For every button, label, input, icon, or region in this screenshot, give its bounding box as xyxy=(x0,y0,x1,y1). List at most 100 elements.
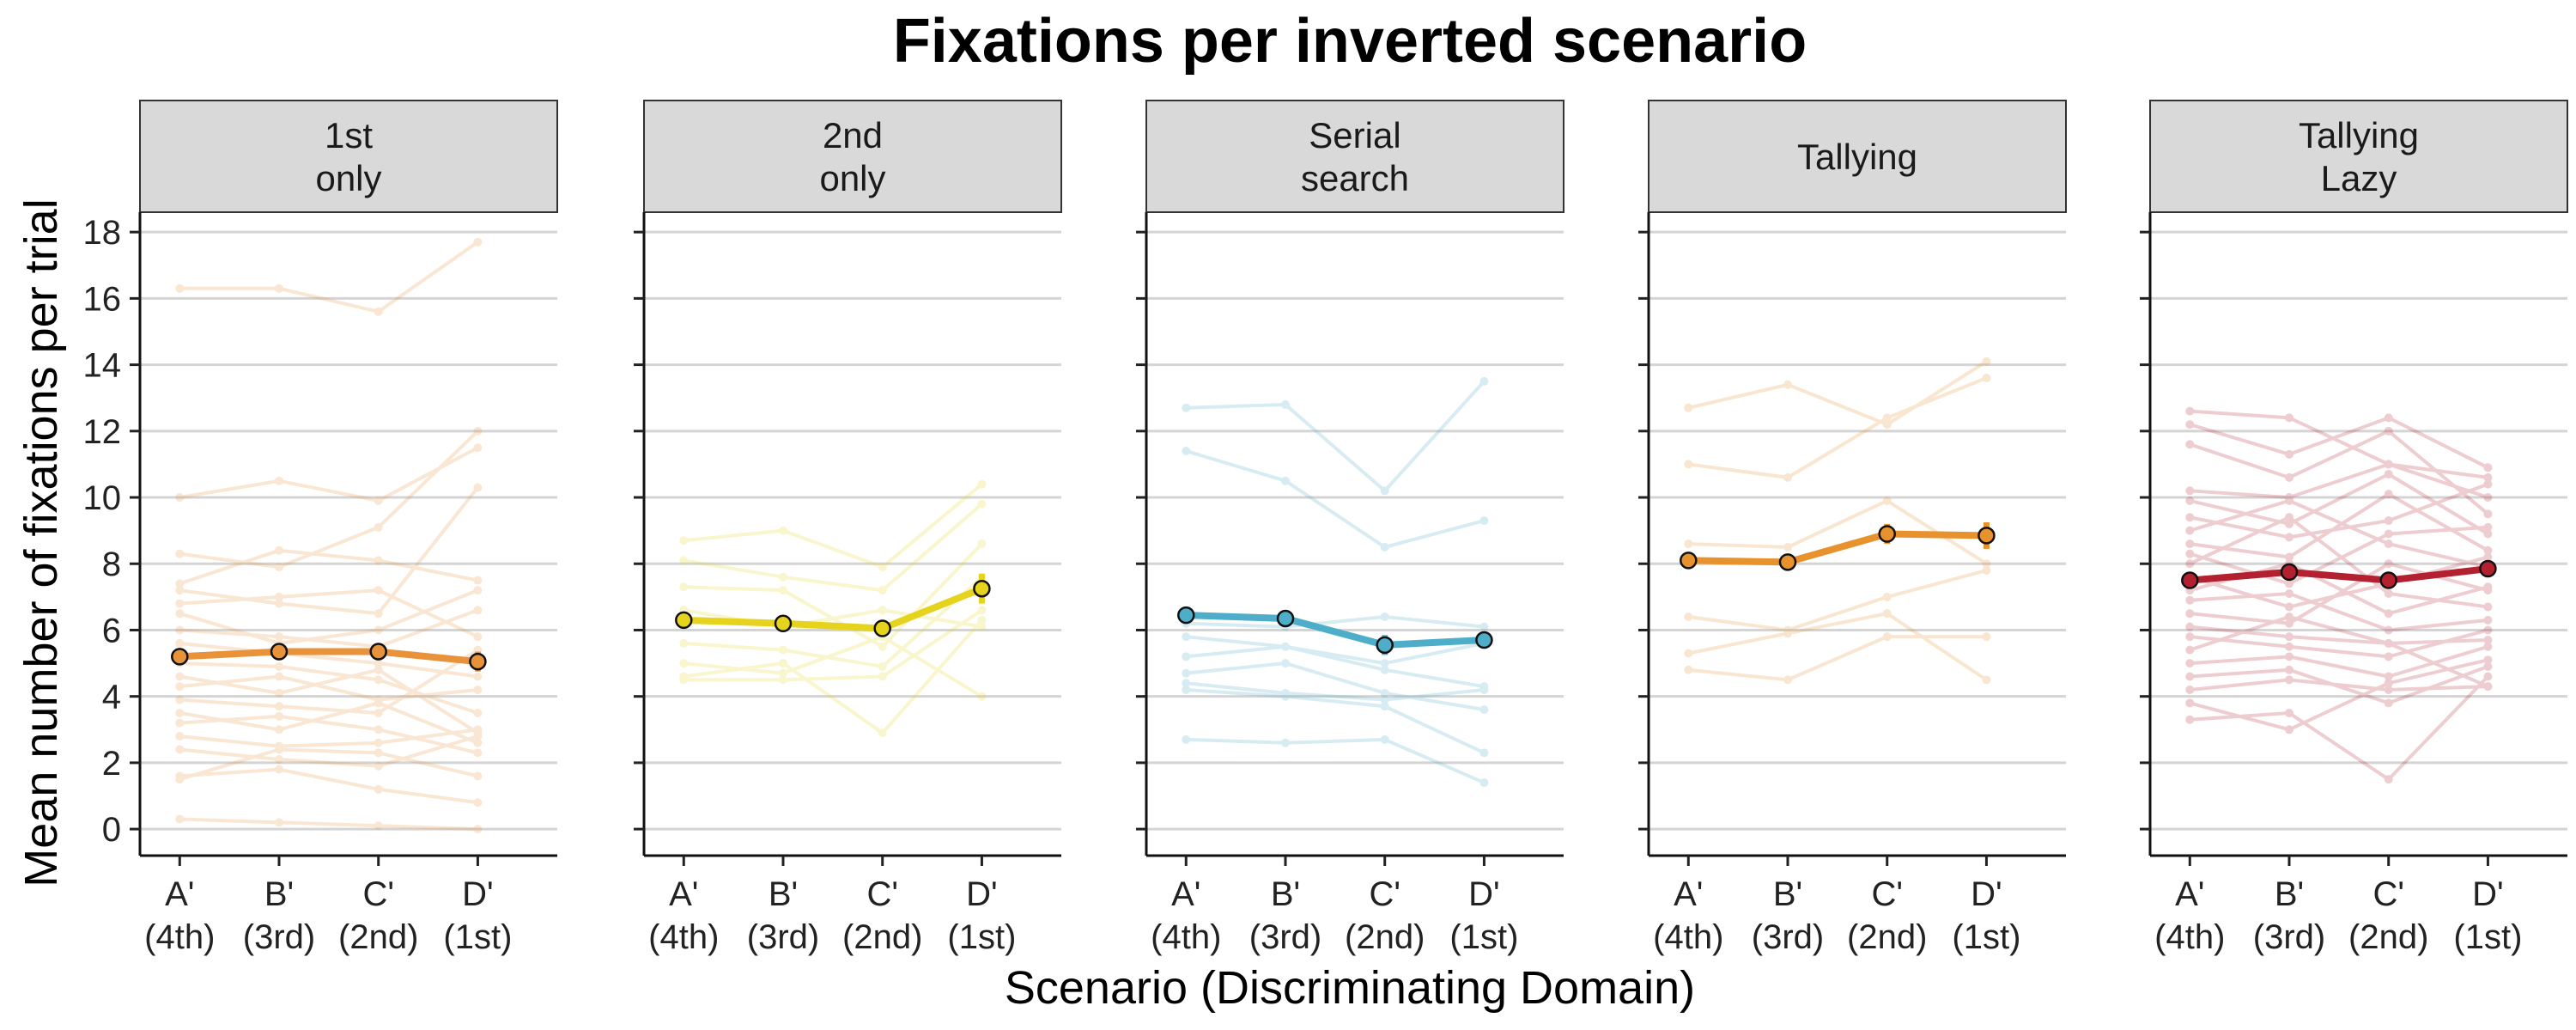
participant-point xyxy=(374,659,383,668)
participant-point xyxy=(1882,632,1892,642)
y-tick-label: 2 xyxy=(102,745,121,783)
participant-point xyxy=(374,675,383,685)
facet-strip xyxy=(2149,100,2568,213)
participant-point xyxy=(2384,638,2393,648)
x-tick-sublabel: (2nd) xyxy=(338,918,418,956)
participant-point xyxy=(1684,665,1693,674)
participant-point xyxy=(977,479,987,489)
participant-point xyxy=(779,668,787,678)
participant-point xyxy=(2384,775,2393,784)
participant-point xyxy=(275,283,283,293)
participant-point xyxy=(2185,486,2195,496)
participant-point xyxy=(275,725,283,734)
participant-point xyxy=(1380,688,1389,698)
x-tick-sublabel: (3rd) xyxy=(747,918,819,956)
x-tick-label: D' xyxy=(966,875,998,913)
participant-point xyxy=(374,586,383,595)
mean-point xyxy=(1177,606,1195,625)
x-tick-sublabel: (1st) xyxy=(947,918,1016,956)
participant-line xyxy=(179,747,478,782)
participant-point xyxy=(679,675,689,685)
participant-point xyxy=(2185,549,2195,558)
participant-point xyxy=(878,661,887,671)
x-tick-label: B' xyxy=(264,875,294,913)
participant-point xyxy=(374,522,383,532)
x-tick-sublabel: (4th) xyxy=(648,918,719,956)
participant-point xyxy=(1380,486,1389,496)
mean-line xyxy=(2189,565,2488,584)
participant-line xyxy=(2189,429,2489,515)
x-tick-sublabel: (3rd) xyxy=(1752,918,1824,956)
participant-point xyxy=(2384,625,2393,635)
participant-point xyxy=(1684,460,1693,469)
x-tick-label: A' xyxy=(1674,875,1703,913)
participant-point xyxy=(175,586,185,595)
x-tick-label: D' xyxy=(1971,875,2002,913)
participant-point xyxy=(2384,516,2393,526)
participant-point xyxy=(1982,565,1991,575)
participant-line xyxy=(179,767,478,805)
participant-point xyxy=(2483,529,2493,539)
participant-line xyxy=(2190,591,2488,632)
participant-line xyxy=(179,728,478,748)
participant-point xyxy=(275,545,283,555)
facet-strip xyxy=(1145,100,1564,213)
participant-point xyxy=(2483,586,2493,595)
participant-line xyxy=(2189,658,2488,732)
x-tick-sublabel: (3rd) xyxy=(243,918,315,956)
participant-point xyxy=(1281,642,1290,651)
y-tick-label: 10 xyxy=(83,479,122,517)
participant-point xyxy=(2185,645,2195,655)
x-tick-sublabel: (1st) xyxy=(1449,918,1518,956)
participant-point xyxy=(2285,708,2293,717)
participant-point xyxy=(779,675,787,685)
participant-point xyxy=(473,708,483,717)
y-tick-label: 6 xyxy=(102,612,121,649)
participant-point xyxy=(1182,446,1191,455)
participant-point xyxy=(2384,539,2393,549)
participant-point xyxy=(374,665,383,674)
participant-point xyxy=(2285,602,2293,612)
x-tick-label: C' xyxy=(1871,875,1903,913)
x-tick-sublabel: (4th) xyxy=(1151,918,1221,956)
participant-point xyxy=(977,606,987,615)
participant-point xyxy=(473,685,483,694)
x-tick-label: A' xyxy=(165,875,194,913)
participant-point xyxy=(473,237,483,247)
participant-point xyxy=(175,708,185,717)
y-axis-title: Mean number of fixations per trial xyxy=(15,198,67,887)
participant-point xyxy=(1982,559,1991,569)
participant-point xyxy=(175,672,185,681)
participant-line xyxy=(179,667,479,734)
participant-line xyxy=(2190,491,2489,559)
participant-point xyxy=(473,586,483,595)
participant-point xyxy=(2483,552,2493,562)
participant-point xyxy=(374,761,383,771)
participant-lines xyxy=(1182,376,1489,788)
participant-point xyxy=(2384,698,2393,708)
mean-point xyxy=(1978,527,1996,545)
mean-point xyxy=(2479,559,2497,578)
participant-point xyxy=(1182,632,1191,642)
participant-point xyxy=(1182,652,1191,661)
participant-point xyxy=(1281,692,1290,701)
participant-point xyxy=(473,771,483,781)
participant-point xyxy=(2185,715,2195,724)
x-tick-sublabel: (1st) xyxy=(1952,918,2020,956)
participant-line xyxy=(2190,462,2489,500)
mean-point xyxy=(774,614,793,632)
participant-point xyxy=(473,426,483,436)
participant-line xyxy=(1688,569,1987,632)
participant-point xyxy=(2285,619,2293,628)
participant-point xyxy=(2483,615,2493,625)
facet-panel: Tallying A' (4th) B' (3rd) C' (2nd) D' (1st) xyxy=(1638,100,2067,956)
x-tick-label: C' xyxy=(866,875,898,913)
participant-lines xyxy=(1684,357,1991,685)
participant-point xyxy=(2285,413,2293,423)
panels-layer: 1stonly024681012141618A'(4th)B'(3rd)C'(2… xyxy=(83,100,2568,956)
participant-point xyxy=(374,725,383,734)
participant-point xyxy=(1380,542,1389,552)
participant-point xyxy=(1684,539,1693,549)
